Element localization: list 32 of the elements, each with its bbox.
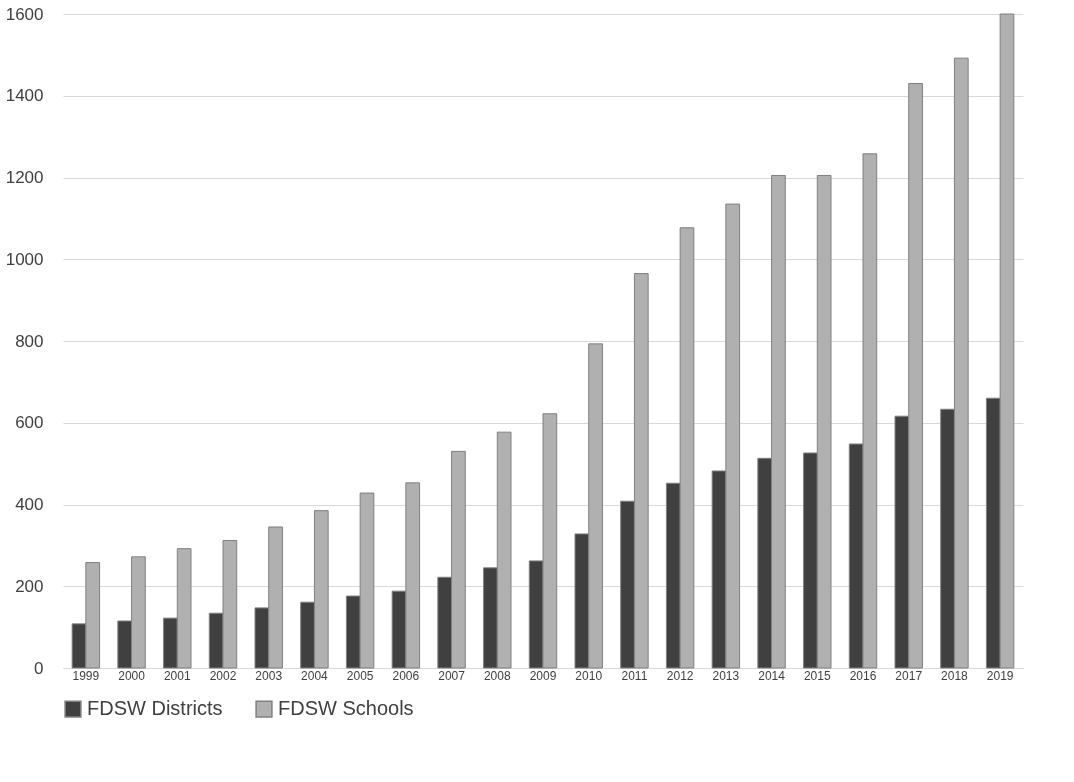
y-tick-label: 1200 [5,168,44,187]
x-tick-label: 2002 [209,668,237,683]
x-tick-label: 2015 [803,668,831,683]
x-tick-label: 2001 [163,668,191,683]
x-tick-label: 2010 [575,668,603,683]
x-tick-label: 2008 [483,668,511,683]
y-tick-label: 800 [15,331,44,351]
y-tick-label: 1600 [5,4,44,24]
y-tick-label: 1400 [5,86,44,106]
legend-label: FDSW Schools [278,697,414,720]
x-tick-label: 2004 [301,668,329,683]
x-tick-label: 2006 [392,668,420,683]
x-tick-label: 2018 [941,668,969,683]
x-tick-label: 2019 [986,668,1014,683]
x-tick-label: 2014 [758,668,786,683]
x-tick-label: 2013 [712,668,740,683]
x-tick-label: 2003 [255,668,283,683]
y-tick-label: 400 [15,495,44,514]
x-tick-label: 2016 [849,668,877,683]
x-tick-label: 2009 [529,668,557,683]
y-tick-label: 1000 [5,249,44,269]
x-tick-label: 2012 [666,668,694,683]
x-tick-label: 1999 [72,668,100,683]
y-tick-label: 600 [15,413,44,433]
y-tick-label: 0 [34,658,44,678]
legend-label: FDSW Districts [87,697,223,720]
y-tick-label: 200 [15,576,44,596]
x-tick-label: 2000 [118,668,146,683]
x-tick-label: 2011 [621,668,648,683]
x-tick-label: 2007 [438,668,466,683]
x-tick-label: 2005 [346,668,374,683]
x-tick-label: 2017 [895,668,923,683]
